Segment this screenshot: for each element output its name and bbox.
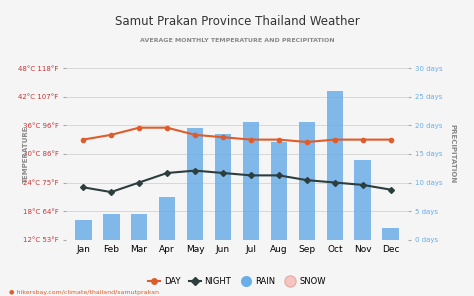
Text: TEMPERATURE: TEMPERATURE — [22, 125, 28, 183]
Bar — [187, 128, 203, 240]
Bar — [243, 123, 259, 240]
Bar — [103, 214, 119, 240]
Bar — [159, 197, 175, 240]
Legend: DAY, NIGHT, RAIN, SNOW: DAY, NIGHT, RAIN, SNOW — [145, 273, 329, 289]
Bar — [327, 91, 343, 240]
Bar — [383, 228, 399, 240]
Text: PRECIPITATION: PRECIPITATION — [449, 124, 455, 184]
Text: Samut Prakan Province Thailand Weather: Samut Prakan Province Thailand Weather — [115, 15, 359, 28]
Bar — [75, 220, 91, 240]
Bar — [355, 160, 371, 240]
Text: ● hikersbay.com/climate/thailand/samutprakan: ● hikersbay.com/climate/thailand/samutpr… — [9, 289, 159, 295]
Bar — [299, 123, 315, 240]
Bar — [215, 134, 231, 240]
Text: AVERAGE MONTHLY TEMPERATURE AND PRECIPITATION: AVERAGE MONTHLY TEMPERATURE AND PRECIPIT… — [140, 38, 334, 44]
Bar — [271, 142, 287, 240]
Bar — [131, 214, 147, 240]
